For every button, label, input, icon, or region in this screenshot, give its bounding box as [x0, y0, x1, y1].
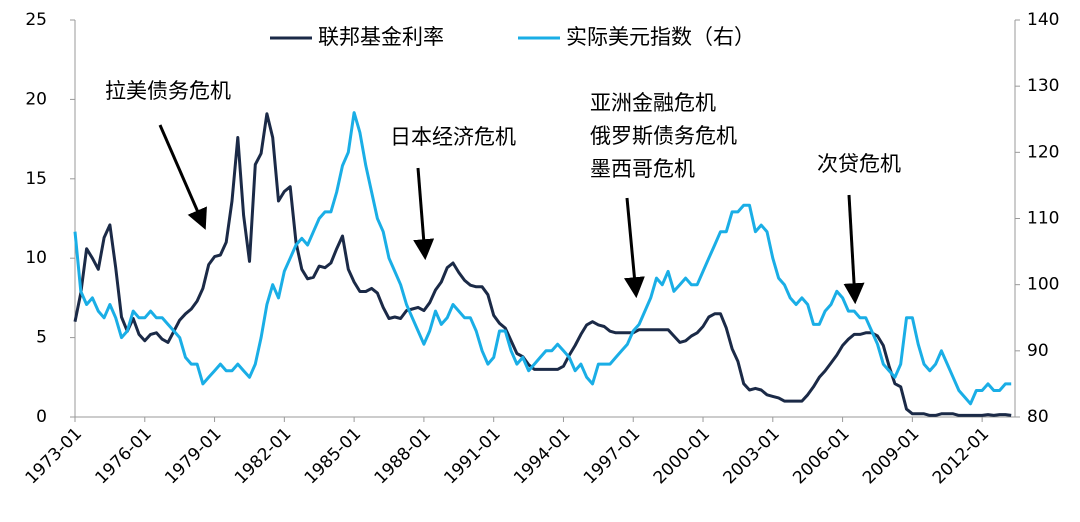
x-tick-label: 1976-01 [91, 424, 155, 488]
y2-tick-label: 100 [1027, 275, 1059, 295]
y2-tick-label: 90 [1027, 341, 1049, 361]
arrow [158, 124, 207, 230]
annotation: 墨西哥危机 [590, 157, 695, 181]
legend-label: 实际美元指数（右） [566, 25, 755, 49]
y-tick-label: 20 [25, 89, 47, 109]
x-tick-label: 1994-01 [510, 424, 574, 488]
arrows [158, 124, 865, 305]
y2-tick-label: 130 [1027, 76, 1059, 96]
series-line [73, 112, 1012, 417]
arrow [623, 197, 645, 299]
x-tick-label: 1973-01 [22, 424, 86, 488]
annotation: 次贷危机 [817, 152, 901, 176]
x-tick-label: 2009-01 [859, 424, 923, 488]
x-tick-label: 2012-01 [929, 424, 993, 488]
annotation: 日本经济危机 [390, 125, 516, 149]
y2-tick-label: 80 [1027, 407, 1049, 427]
y2-tick-label: 110 [1027, 209, 1059, 229]
y2-tick-label: 140 [1027, 10, 1059, 30]
x-tick-label: 1985-01 [301, 424, 365, 488]
series-line [73, 111, 1012, 406]
legend-label: 联邦基金利率 [318, 25, 444, 49]
x-tick-label: 1982-01 [231, 424, 295, 488]
x-tick-label: 1979-01 [161, 424, 225, 488]
y-tick-label: 25 [25, 10, 47, 30]
x-tick-label: 1988-01 [371, 424, 435, 488]
y2-tick-label: 120 [1027, 142, 1059, 162]
x-tick-label: 2000-01 [650, 424, 714, 488]
y-tick-label: 5 [36, 328, 47, 348]
y-tick-label: 10 [25, 248, 47, 268]
annotation: 拉美债务危机 [105, 79, 231, 103]
x-tick-label: 2003-01 [720, 424, 784, 488]
annotation: 俄罗斯债务危机 [590, 124, 737, 148]
x-tick-label: 1991-01 [440, 424, 504, 488]
arrow [413, 167, 435, 261]
x-tick-label: 1997-01 [580, 424, 644, 488]
x-tick-label: 2006-01 [789, 424, 853, 488]
annotation: 亚洲金融危机 [590, 91, 716, 115]
arrow [843, 194, 865, 305]
y-tick-label: 15 [25, 169, 47, 189]
y-tick-label: 0 [36, 407, 47, 427]
